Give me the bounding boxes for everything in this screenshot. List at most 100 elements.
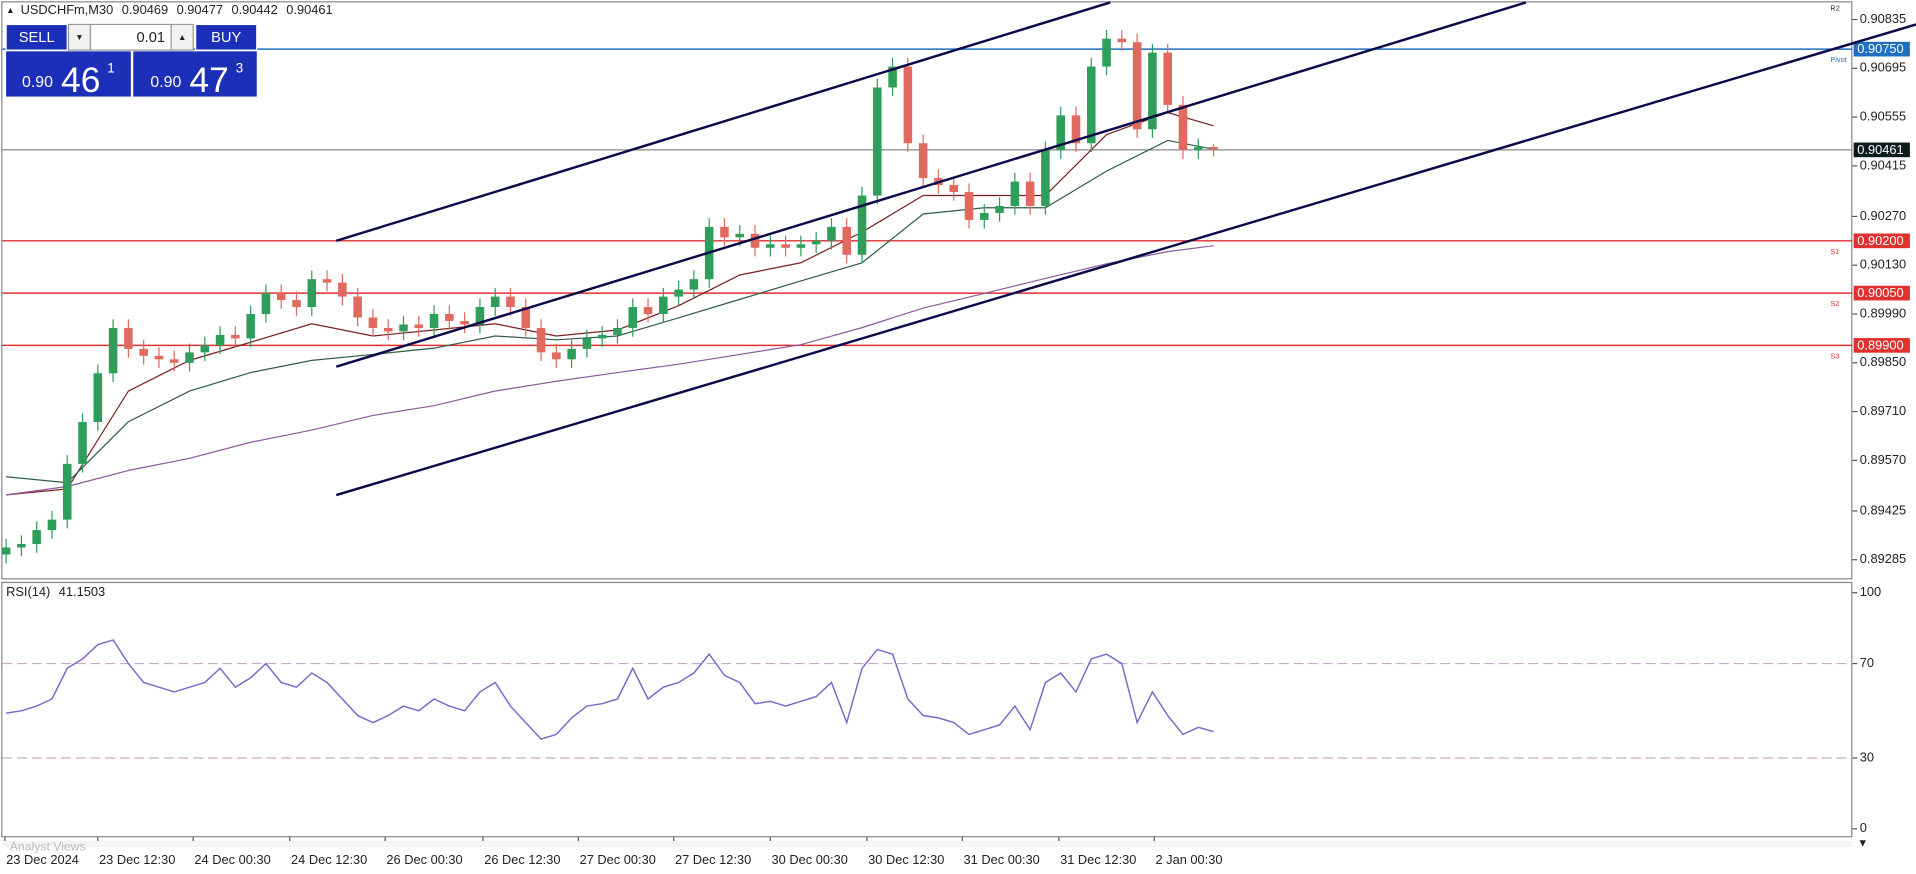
ohlc-open: 0.90469 [122, 2, 168, 17]
symbol-header: ▲ USDCHFm,M30 0.90469 0.90477 0.90442 0.… [6, 2, 333, 17]
y-tick-label: 70 [1860, 655, 1874, 670]
x-tick-label: 30 Dec 12:30 [868, 852, 944, 867]
candle-body [1010, 181, 1020, 206]
y-tick-label: 0.90270 [1860, 208, 1906, 223]
collapse-icon[interactable]: ▲ [6, 5, 14, 15]
candle-body [613, 327, 622, 335]
x-tick-label: 24 Dec 00:30 [194, 852, 270, 867]
candle-body [1209, 147, 1218, 150]
candle-body [154, 355, 164, 360]
candle-body [903, 66, 913, 144]
candle-body [536, 327, 546, 353]
candle-body [399, 324, 408, 332]
bid-box[interactable] [6, 51, 131, 97]
candle-body [292, 300, 301, 308]
symbol: USDCHFm,M30 [21, 2, 114, 17]
x-tick-label: 27 Dec 12:30 [675, 852, 751, 867]
r2-label: R2 [1830, 3, 1839, 12]
rsi-pane [1, 581, 1853, 838]
candle-body [17, 544, 26, 548]
y-tick-label: 30 [1860, 749, 1874, 764]
candle-body [628, 307, 638, 328]
level-label-box [1853, 285, 1910, 301]
candle-body [200, 345, 210, 353]
y-tick-label: 0.89425 [1860, 502, 1906, 517]
y-tick-label: 0.89570 [1860, 452, 1906, 467]
trade-panel: SELL ▼ 0.01 ▲ BUY 0.90 46 1 0.90 47 3 [5, 23, 258, 100]
candle-body [659, 296, 668, 315]
candle-body [338, 282, 347, 297]
candle-body [32, 530, 41, 545]
ask-big-figure: 0.90 [150, 74, 181, 91]
candle-body [414, 324, 424, 328]
x-tick-label: 23 Dec 12:30 [99, 852, 175, 867]
x-tick-label: 2 Jan 00:30 [1155, 852, 1222, 867]
candle-body [689, 279, 699, 290]
candle-body [750, 233, 760, 248]
candle-body [215, 334, 225, 346]
candle-body [169, 359, 179, 363]
sell-button[interactable] [5, 23, 68, 51]
ohlc-high: 0.90477 [177, 2, 223, 17]
x-tick-label: 26 Dec 00:30 [386, 852, 462, 867]
candle-body [322, 279, 332, 283]
candle-body [1132, 42, 1142, 130]
y-tick-label: 0.90130 [1860, 257, 1906, 272]
candle-body [1086, 66, 1096, 144]
candle-body [1, 547, 11, 555]
candle-body [1148, 52, 1157, 130]
up-arrow: ▲ [178, 32, 186, 42]
tab-bar [2, 840, 1853, 848]
candle-body [582, 338, 592, 349]
rsi-title: RSI(14) 41.1503 [6, 584, 105, 599]
candle-body [873, 87, 882, 196]
ask-price: 0.90 47 3 [150, 60, 243, 100]
candle-body [597, 334, 607, 339]
x-tick-label: 24 Dec 12:30 [291, 852, 367, 867]
candle-body [460, 320, 469, 325]
candle-body [674, 289, 683, 297]
candle-body [643, 307, 653, 315]
candle-body [796, 244, 806, 248]
x-tick-label: 23 Dec 2024 [6, 852, 79, 867]
candle-body [735, 233, 745, 238]
buy-button[interactable] [195, 23, 258, 51]
current-price-label: 0.90461 [1857, 142, 1903, 157]
candle-body [93, 373, 103, 423]
level-label-box [1853, 41, 1910, 57]
level-name: S1 [1830, 247, 1839, 256]
candle-body [246, 314, 255, 339]
candle-body [185, 352, 194, 363]
candle-body [1163, 52, 1172, 105]
candle-body [78, 422, 87, 464]
scroll-arrow[interactable]: ▼ [1857, 837, 1868, 849]
candle-body [353, 296, 362, 318]
candle-body [307, 279, 317, 308]
candle-body [276, 293, 286, 301]
candle-body [475, 307, 485, 325]
candle-body [124, 327, 133, 349]
y-tick-label: 0.90555 [1860, 108, 1906, 123]
candle-body [445, 314, 454, 321]
volume-value: 0.01 [137, 30, 166, 46]
y-tick-label: 0.89850 [1860, 354, 1906, 369]
level-label-box [1853, 338, 1910, 353]
candle-body [108, 327, 118, 374]
candle-body [842, 226, 852, 255]
rsi-value: 41.1503 [59, 584, 105, 599]
level-label: 0.90750 [1857, 41, 1903, 56]
tab[interactable]: Analyst Views [10, 839, 86, 853]
candle-body [383, 327, 393, 332]
volume-up[interactable] [170, 23, 194, 51]
volume-input[interactable] [89, 23, 172, 51]
level-label: 0.89900 [1857, 337, 1903, 352]
ask-box[interactable] [133, 51, 257, 97]
rsi-line [6, 639, 1214, 740]
y-tick-label: 0.89990 [1860, 305, 1906, 320]
candle-body [567, 348, 576, 360]
level-label: 0.90050 [1857, 285, 1903, 300]
candle-body [766, 244, 775, 248]
candle-body [720, 226, 729, 238]
level-label-box [1853, 233, 1910, 249]
